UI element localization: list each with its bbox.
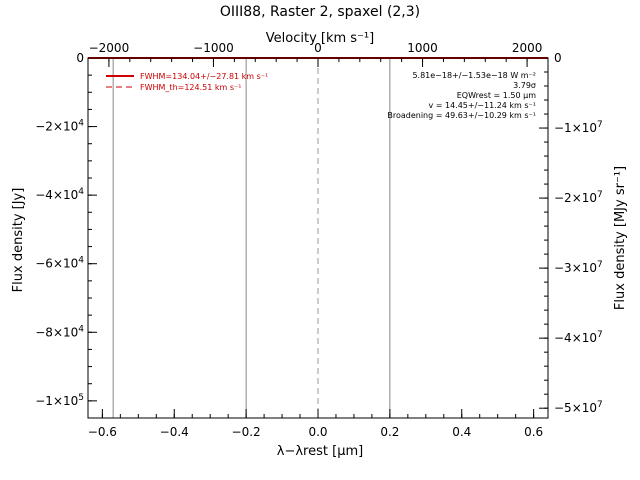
chart-title: OIII88, Raster 2, spaxel (2,3): [220, 4, 420, 20]
y-tick-label: −2×104: [35, 119, 84, 134]
x2-tick-label: −1000: [193, 41, 234, 55]
x-axis-label: λ−λrest [μm]: [277, 444, 363, 459]
y2-tick-label: 0: [554, 51, 562, 65]
x2-tick-label: −2000: [89, 41, 130, 55]
x-tick-label: −0.4: [160, 425, 189, 439]
right-axis-label: Flux density [MJy sr⁻¹]: [613, 166, 628, 310]
top-axis-label: Velocity [km s⁻¹]: [266, 31, 374, 46]
legend-label: FWHM=134.04+/−27.81 km s⁻¹: [140, 72, 268, 81]
y-axis-label: Flux density [Jy]: [11, 188, 26, 293]
x-tick-label: −0.6: [88, 425, 117, 439]
y2-tick-label: −4×107: [554, 330, 603, 345]
x2-tick-label: 1000: [407, 41, 438, 55]
x-tick-label: 0.4: [452, 425, 471, 439]
y2-tick-label: −5×107: [554, 400, 603, 415]
y-tick-label: −1×105: [35, 393, 84, 408]
x-tick-label: 0.2: [380, 425, 399, 439]
y-tick-label: −8×104: [35, 324, 84, 339]
y-tick-label: −4×104: [35, 187, 84, 202]
annotation-text: 5.81e−18+/−1.53e−18 W m⁻²: [412, 71, 536, 80]
annotation-text: Broadening = 49.63+/−10.29 km s⁻¹: [387, 111, 536, 120]
x2-tick-label: 0: [314, 41, 322, 55]
legend-label: FWHM_th=124.51 km s⁻¹: [140, 83, 241, 92]
y2-tick-label: −2×107: [554, 190, 603, 205]
y-tick-label: −6×104: [35, 256, 84, 271]
plot-area: −0.6 −0.4 −0.2 0.0 0.2 0.4 0.6 −2000 −1000 0 1000 2…: [35, 41, 603, 439]
y-tick-label: 0: [76, 51, 84, 65]
annotation-text: EQWrest = 1.50 μm: [457, 91, 536, 100]
x-tick-label: −0.2: [232, 425, 261, 439]
annotation-text: 3.79σ: [513, 81, 536, 90]
x-tick-label: 0.6: [524, 425, 543, 439]
x-tick-label: 0.0: [308, 425, 327, 439]
annotation-text: v = 14.45+/−11.24 km s⁻¹: [428, 101, 536, 110]
y2-tick-label: −3×107: [554, 260, 603, 275]
x2-tick-label: 2000: [512, 41, 543, 55]
y2-tick-label: −1×107: [554, 120, 603, 135]
